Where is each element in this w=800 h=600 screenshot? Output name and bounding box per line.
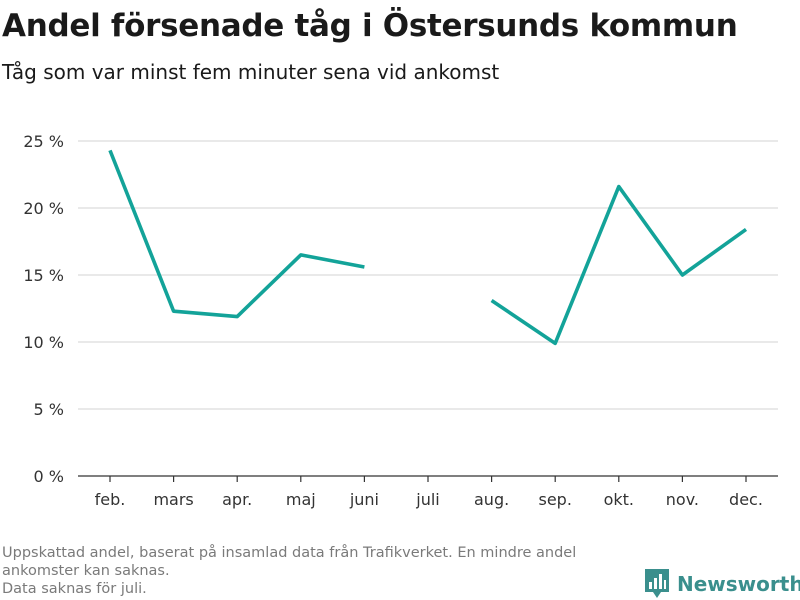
x-tick-label: feb.	[95, 490, 126, 509]
chart-title: Andel försenade tåg i Östersunds kommun	[2, 8, 738, 44]
brand-logo: Newsworthy	[645, 568, 800, 600]
series-line-segment	[490, 184, 748, 346]
y-tick-label: 0 %	[34, 467, 64, 486]
y-tick-label: 10 %	[23, 333, 64, 352]
series-lines	[108, 149, 748, 346]
x-tick-label: juni	[349, 490, 379, 509]
y-tick-label: 20 %	[23, 199, 64, 218]
y-tick-label: 25 %	[23, 132, 64, 151]
x-tick-label: apr.	[222, 490, 252, 509]
x-tick-label: aug.	[474, 490, 509, 509]
footnote-line-3: Data saknas för juli.	[2, 581, 147, 597]
chart-subtitle: Tåg som var minst fem minuter sena vid a…	[2, 60, 500, 84]
gridlines	[78, 140, 778, 410]
x-tick-label: mars	[153, 490, 193, 509]
y-axis: 0 % 5 % 10 % 15 % 20 % 25 %	[23, 132, 64, 486]
brand-name: Newsworthy	[677, 572, 800, 596]
x-tick-label: juli	[415, 490, 439, 509]
x-tick-label: maj	[286, 490, 316, 509]
footnote-line-2: ankomster kan saknas.	[2, 563, 170, 579]
footnote: Uppskattad andel, baserat på insamlad da…	[2, 544, 642, 598]
x-tick-label: nov.	[666, 490, 699, 509]
y-tick-label: 15 %	[23, 266, 64, 285]
x-tick-label: dec.	[729, 490, 763, 509]
x-tick-label: sep.	[538, 490, 571, 509]
y-tick-label: 5 %	[34, 400, 64, 419]
x-axis: feb. mars apr. maj juni juli aug. sep. okt. nov. d…	[95, 476, 763, 509]
footnote-line-1: Uppskattad andel, baserat på insamlad da…	[2, 545, 577, 561]
x-tick-label: okt.	[604, 490, 634, 509]
series-line-segment	[108, 149, 365, 319]
newsworthy-logo-icon	[645, 569, 669, 598]
line-chart: 0 % 5 % 10 % 15 % 20 % 25 % feb. mars apr. maj ju…	[23, 132, 778, 509]
